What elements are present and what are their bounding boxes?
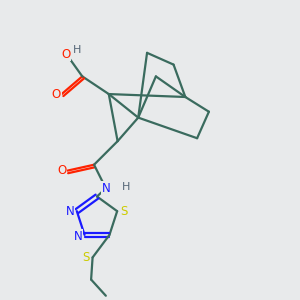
Text: S: S (120, 205, 127, 218)
Text: H: H (122, 182, 130, 192)
Text: O: O (52, 88, 61, 100)
Text: H: H (73, 45, 81, 55)
Text: N: N (74, 230, 82, 243)
Text: O: O (58, 164, 67, 177)
Text: N: N (66, 205, 75, 218)
Text: N: N (101, 182, 110, 195)
Text: S: S (82, 251, 90, 264)
Text: O: O (61, 48, 71, 61)
